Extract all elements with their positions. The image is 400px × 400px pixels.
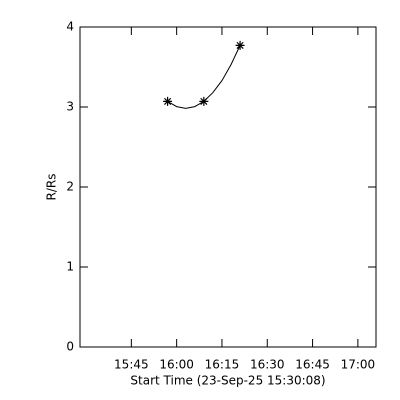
x-tick-label: 16:15 (205, 358, 240, 372)
y-axis-label: R/Rs (45, 174, 59, 201)
star-marker (235, 40, 245, 50)
y-tick-label: 2 (66, 180, 74, 194)
y-tick-label: 3 (66, 100, 74, 114)
fit-curve (167, 45, 241, 109)
y-tick-label: 0 (66, 340, 74, 354)
x-tick-label: 17:00 (341, 358, 376, 372)
x-axis-label: Start Time (23-Sep-25 15:30:08) (130, 374, 325, 388)
y-tick-label: 4 (66, 20, 74, 34)
x-tick-label: 16:30 (250, 358, 285, 372)
x-tick-label: 15:45 (114, 358, 149, 372)
plot-frame (79, 26, 377, 348)
x-tick-label: 16:45 (295, 358, 330, 372)
y-tick-label: 1 (66, 260, 74, 274)
x-tick-label: 16:00 (159, 358, 194, 372)
